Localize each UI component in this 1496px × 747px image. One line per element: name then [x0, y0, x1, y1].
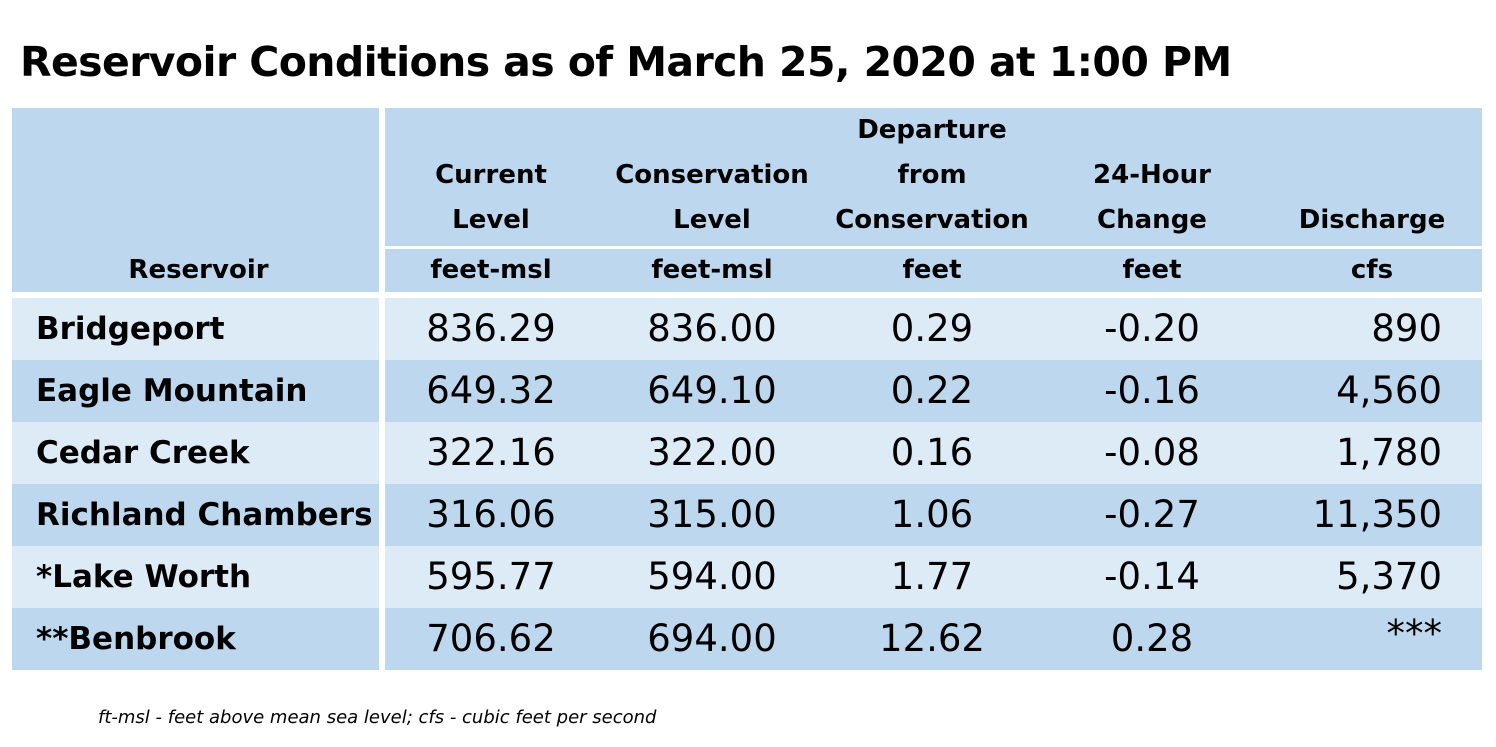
discharge-value: 4,560 — [1336, 369, 1442, 412]
header-departure: Departure from Conservation — [835, 115, 1029, 235]
change-value: -0.14 — [1104, 555, 1200, 598]
header-divider — [385, 246, 1482, 249]
page-title: Reservoir Conditions as of March 25, 202… — [20, 38, 1232, 86]
departure-value: 1.77 — [890, 555, 974, 598]
unit-current-level: feet-msl — [430, 255, 552, 285]
table-row: Eagle Mountain 649.32 649.10 0.22 -0.16 … — [12, 360, 1482, 422]
unit-24hour-change: feet — [1122, 255, 1182, 285]
reservoir-table: Reservoir Current Level Conservation Lev… — [12, 108, 1482, 672]
reservoir-name: Cedar Creek — [36, 435, 250, 471]
discharge-value: 11,350 — [1312, 493, 1442, 536]
header-conservation-level: Conservation Level — [615, 160, 809, 235]
current-level-value: 322.16 — [426, 431, 556, 474]
reservoir-name: *Lake Worth — [36, 559, 252, 595]
departure-value: 12.62 — [879, 617, 985, 660]
header-24hour-change: 24-Hour Change — [1093, 160, 1211, 235]
current-level-value: 316.06 — [426, 493, 556, 536]
conservation-level-value: 322.00 — [647, 431, 777, 474]
table-row: **Benbrook 706.62 694.00 12.62 0.28 *** — [12, 608, 1482, 670]
header-reservoir: Reservoir — [128, 255, 269, 285]
departure-value: 0.22 — [890, 369, 974, 412]
discharge-value: 1,780 — [1336, 431, 1442, 474]
unit-departure: feet — [902, 255, 962, 285]
table-row: Bridgeport 836.29 836.00 0.29 -0.20 890 — [12, 298, 1482, 360]
current-level-value: 706.62 — [426, 617, 556, 660]
discharge-value: 5,370 — [1336, 555, 1442, 598]
change-value: -0.08 — [1104, 431, 1200, 474]
header-current-level: Current Level — [435, 160, 547, 235]
conservation-level-value: 694.00 — [647, 617, 777, 660]
conservation-level-value: 594.00 — [647, 555, 777, 598]
table-header — [12, 108, 1482, 292]
discharge-value: *** — [1386, 612, 1443, 655]
current-level-value: 595.77 — [426, 555, 556, 598]
table-row: Cedar Creek 322.16 322.00 0.16 -0.08 1,7… — [12, 422, 1482, 484]
current-level-value: 836.29 — [426, 307, 556, 350]
change-value: 0.28 — [1110, 617, 1194, 660]
reservoir-name: Bridgeport — [36, 311, 225, 347]
reservoir-name: Richland Chambers — [36, 497, 373, 533]
header-body-divider — [12, 292, 1482, 298]
departure-value: 0.29 — [890, 307, 974, 350]
unit-discharge: cfs — [1350, 255, 1394, 285]
current-level-value: 649.32 — [426, 369, 556, 412]
table-row: Richland Chambers 316.06 315.00 1.06 -0.… — [12, 484, 1482, 546]
reservoir-name: Eagle Mountain — [36, 373, 308, 409]
unit-conservation-level: feet-msl — [651, 255, 773, 285]
reservoir-name: **Benbrook — [36, 621, 236, 657]
change-value: -0.27 — [1104, 493, 1200, 536]
discharge-value: 890 — [1371, 307, 1442, 350]
conservation-level-value: 315.00 — [647, 493, 777, 536]
column-divider — [379, 108, 385, 672]
departure-value: 0.16 — [890, 431, 974, 474]
change-value: -0.16 — [1104, 369, 1200, 412]
header-discharge: Discharge — [1298, 205, 1446, 235]
conservation-level-value: 836.00 — [647, 307, 777, 350]
departure-value: 1.06 — [890, 493, 974, 536]
footnote: ft-msl - feet above mean sea level; cfs … — [98, 707, 657, 728]
table-row: *Lake Worth 595.77 594.00 1.77 -0.14 5,3… — [12, 546, 1482, 608]
conservation-level-value: 649.10 — [647, 369, 777, 412]
change-value: -0.20 — [1104, 307, 1200, 350]
